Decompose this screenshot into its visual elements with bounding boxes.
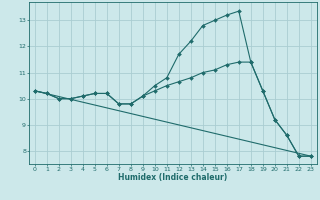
X-axis label: Humidex (Indice chaleur): Humidex (Indice chaleur) <box>118 173 228 182</box>
